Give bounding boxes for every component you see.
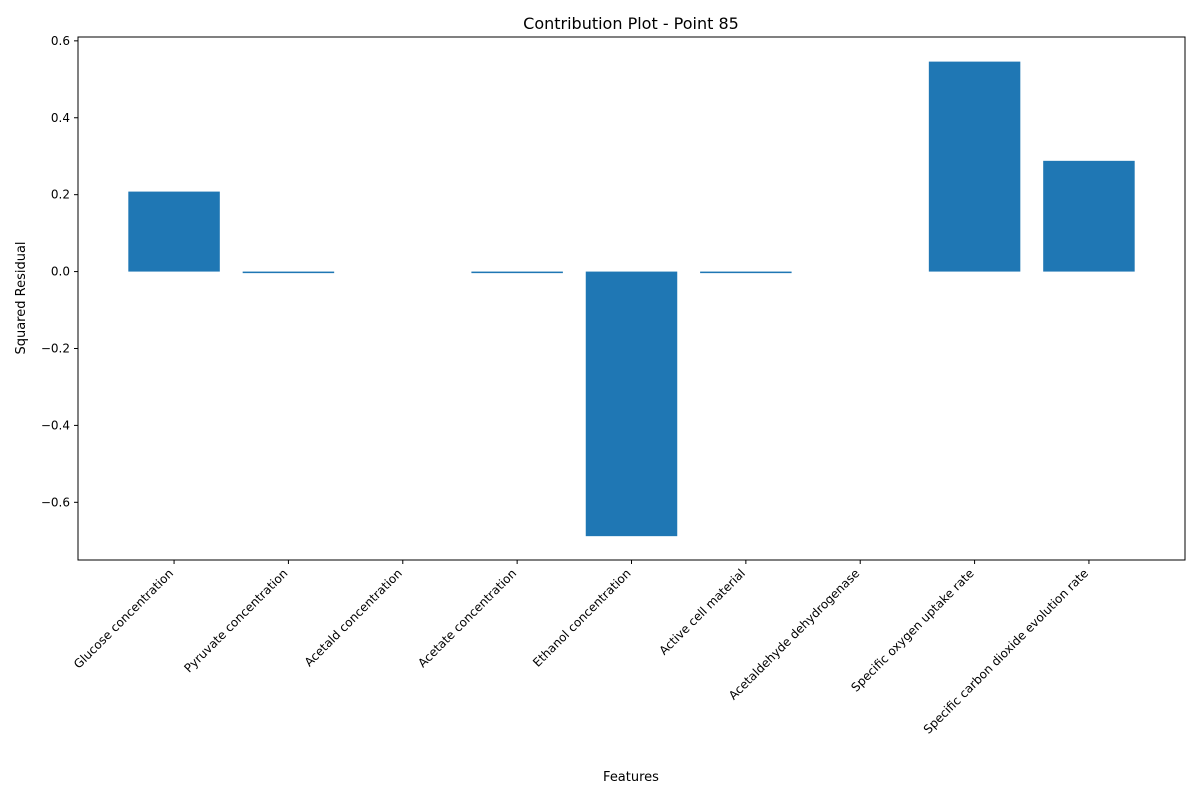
x-tick-label: Ethanol concentration — [530, 566, 634, 670]
x-tick-label: Active cell material — [656, 566, 748, 658]
y-tick-label: −0.4 — [41, 418, 70, 432]
bar — [1043, 160, 1135, 272]
chart-title: Contribution Plot - Point 85 — [523, 14, 739, 33]
bar — [928, 61, 1021, 272]
y-axis-label: Squared Residual — [14, 241, 29, 354]
bar — [471, 271, 563, 274]
x-tick-label: Acetaldehyde dehydrogenase — [726, 566, 862, 702]
bar — [128, 191, 220, 272]
y-tick-label: −0.2 — [41, 341, 70, 355]
x-tick-label: Acetate concentration — [415, 566, 519, 670]
x-tick-label: Specific oxygen uptake rate — [848, 566, 976, 694]
x-tick-label: Acetald concentration — [302, 566, 405, 669]
x-axis-label: Features — [603, 770, 659, 785]
y-tick-label: −0.6 — [41, 495, 70, 509]
y-tick-label: 0.4 — [51, 111, 70, 125]
y-tick-label: 0.6 — [51, 34, 70, 48]
bar — [700, 271, 792, 274]
bar — [585, 271, 678, 537]
x-tick-label: Glucose concentration — [71, 566, 176, 671]
y-tick-label: 0.2 — [51, 188, 70, 202]
bar — [242, 271, 335, 274]
y-tick-label: 0.0 — [51, 265, 70, 279]
x-tick-label: Pyruvate concentration — [181, 566, 290, 675]
